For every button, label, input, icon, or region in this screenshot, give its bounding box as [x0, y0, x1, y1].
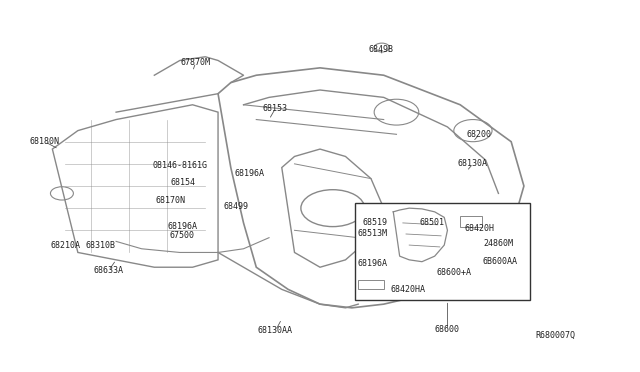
Text: 6B600AA: 6B600AA — [482, 257, 517, 266]
Text: 68210A: 68210A — [50, 241, 80, 250]
Text: 68310B: 68310B — [85, 241, 115, 250]
Text: 6849B: 6849B — [368, 45, 393, 54]
Bar — [358, 280, 384, 289]
Text: 68196A: 68196A — [168, 222, 198, 231]
Bar — [355, 203, 531, 301]
Text: 68196A: 68196A — [357, 259, 387, 268]
Text: 68499: 68499 — [223, 202, 248, 211]
Text: 24860M: 24860M — [483, 239, 513, 248]
Text: 68130A: 68130A — [458, 159, 488, 169]
Text: 67870M: 67870M — [180, 58, 211, 67]
Text: 68153: 68153 — [263, 104, 288, 113]
Text: 68154: 68154 — [170, 178, 195, 187]
Text: 68420HA: 68420HA — [390, 285, 426, 294]
Text: R680007Q: R680007Q — [536, 331, 576, 340]
Text: 08146-8161G: 08146-8161G — [152, 161, 207, 170]
Bar — [460, 215, 483, 227]
Text: 68170N: 68170N — [156, 196, 185, 205]
Text: 68196A: 68196A — [235, 169, 265, 177]
Text: 68501: 68501 — [419, 218, 444, 227]
Text: 67500: 67500 — [169, 231, 194, 240]
Text: 68130AA: 68130AA — [258, 326, 293, 335]
Text: 68180N: 68180N — [29, 137, 60, 146]
Text: 68513M: 68513M — [357, 230, 387, 238]
Text: 68600: 68600 — [435, 326, 460, 334]
Text: 68200: 68200 — [467, 130, 492, 139]
Text: 68420H: 68420H — [464, 224, 494, 233]
Text: 68633A: 68633A — [93, 266, 124, 275]
Text: 68600+A: 68600+A — [436, 268, 471, 277]
Text: 68519: 68519 — [363, 218, 388, 227]
